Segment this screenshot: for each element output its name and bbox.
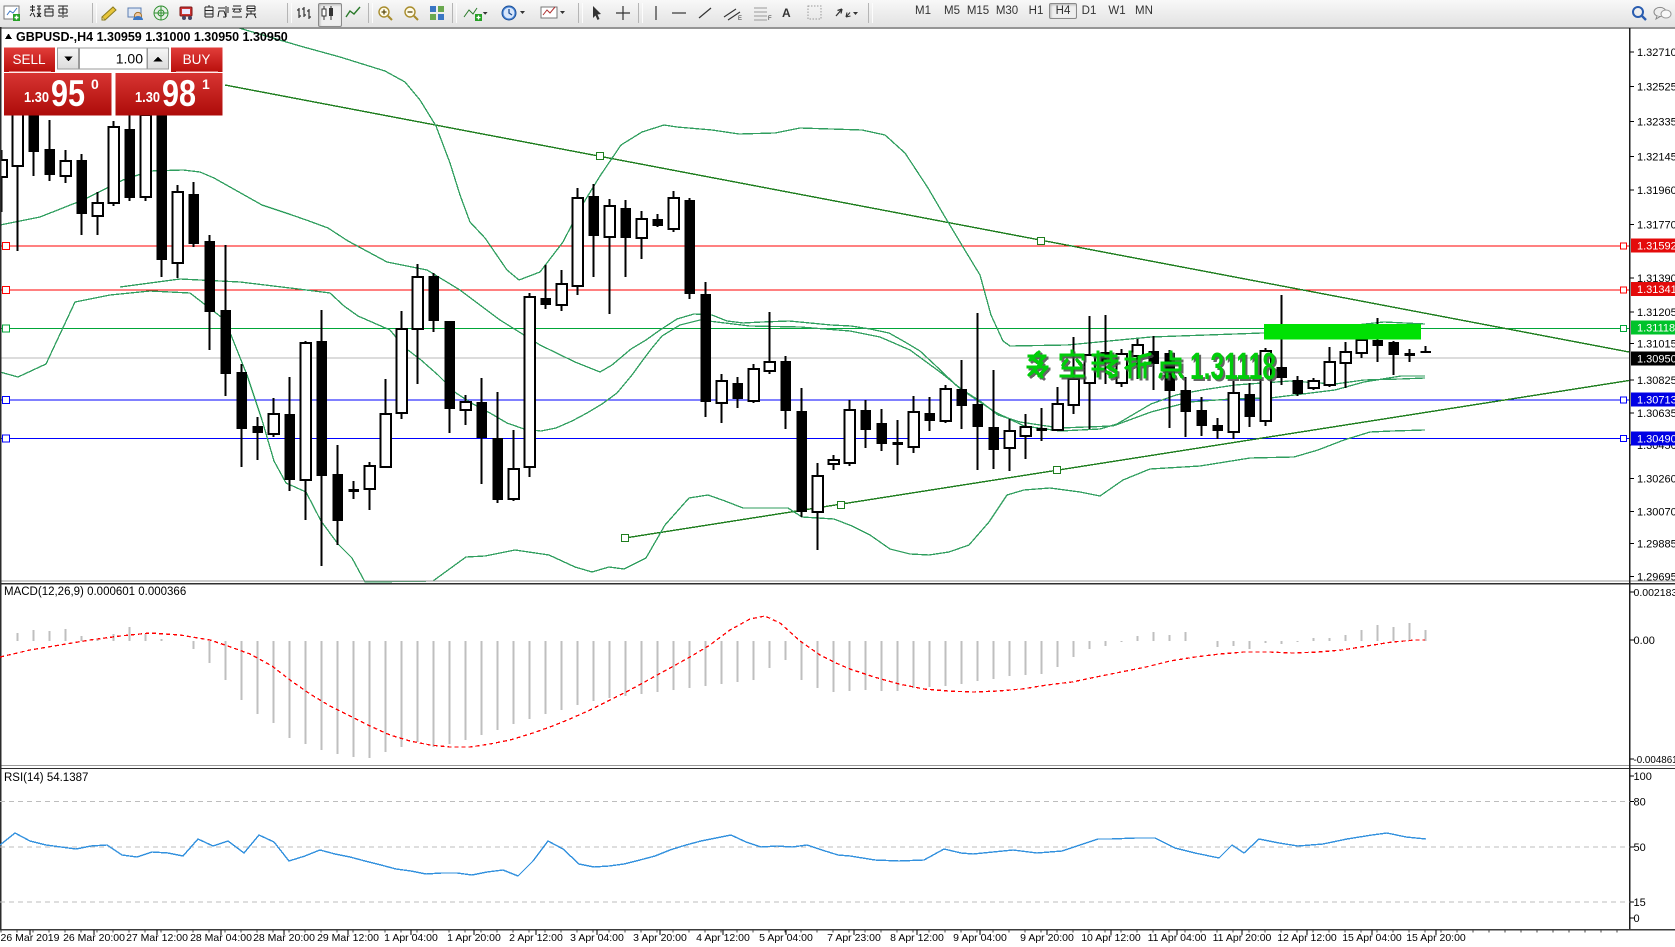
svg-text:1.30713: 1.30713 <box>1637 395 1675 407</box>
svg-text:F: F <box>768 16 772 22</box>
svg-text:1.32335: 1.32335 <box>1637 117 1675 129</box>
svg-text:12 Apr 12:00: 12 Apr 12:00 <box>1277 932 1337 944</box>
svg-text:1 Apr 04:00: 1 Apr 04:00 <box>384 932 438 944</box>
svg-text:1.31118: 1.31118 <box>1190 346 1276 388</box>
svg-text:10 Apr 12:00: 10 Apr 12:00 <box>1081 932 1141 944</box>
svg-text:1.29885: 1.29885 <box>1637 539 1675 551</box>
svg-text:8 Apr 12:00: 8 Apr 12:00 <box>890 932 944 944</box>
svg-text:100: 100 <box>1634 771 1652 783</box>
svg-text:15 Apr 04:00: 15 Apr 04:00 <box>1342 932 1402 944</box>
svg-text:1.32710: 1.32710 <box>1637 47 1675 59</box>
svg-text:1.30: 1.30 <box>24 90 49 106</box>
svg-text:0.00: 0.00 <box>1634 635 1655 647</box>
svg-text:0: 0 <box>1634 913 1640 925</box>
svg-text:E: E <box>738 16 742 22</box>
svg-text:GBPUSD-,H4 1.30959 1.31000 1.: GBPUSD-,H4 1.30959 1.31000 1.30950 1.309… <box>16 30 288 44</box>
svg-text:0: 0 <box>91 76 99 92</box>
svg-text:2 Apr 12:00: 2 Apr 12:00 <box>509 932 563 944</box>
svg-text:1.32145: 1.32145 <box>1637 152 1675 164</box>
svg-text:3 Apr 04:00: 3 Apr 04:00 <box>570 932 624 944</box>
svg-text:9 Apr 20:00: 9 Apr 20:00 <box>1020 932 1074 944</box>
svg-text:15 Apr 20:00: 15 Apr 20:00 <box>1406 932 1466 944</box>
svg-text:11 Apr 20:00: 11 Apr 20:00 <box>1213 932 1272 944</box>
svg-text:1.31118: 1.31118 <box>1192 348 1278 390</box>
svg-text:11 Apr 04:00: 11 Apr 04:00 <box>1148 932 1207 944</box>
svg-text:1.30070: 1.30070 <box>1637 506 1675 518</box>
svg-text:3 Apr 20:00: 3 Apr 20:00 <box>633 932 687 944</box>
svg-text:50: 50 <box>1634 842 1646 854</box>
svg-text:BUY: BUY <box>183 52 211 67</box>
svg-text:27 Mar 12:00: 27 Mar 12:00 <box>126 932 188 944</box>
svg-text:1.31118: 1.31118 <box>1637 323 1675 335</box>
svg-text:1.31770: 1.31770 <box>1637 219 1675 231</box>
svg-text:26 Mar 2019: 26 Mar 2019 <box>1 932 60 944</box>
svg-text:0.002183: 0.002183 <box>1634 587 1675 599</box>
svg-text:26 Mar 20:00: 26 Mar 20:00 <box>63 932 125 944</box>
svg-text:5 Apr 04:00: 5 Apr 04:00 <box>759 932 813 944</box>
svg-text:7 Apr 23:00: 7 Apr 23:00 <box>827 932 881 944</box>
svg-text:1.29695: 1.29695 <box>1637 572 1675 584</box>
svg-text:1: 1 <box>202 76 210 92</box>
svg-text:1 Apr 20:00: 1 Apr 20:00 <box>447 932 501 944</box>
svg-text:1.30825: 1.30825 <box>1637 375 1675 387</box>
svg-text:1.30: 1.30 <box>135 90 160 106</box>
svg-text:98: 98 <box>162 73 196 114</box>
svg-text:RSI(14) 54.1387: RSI(14) 54.1387 <box>4 772 88 784</box>
svg-text:15: 15 <box>1634 897 1646 909</box>
svg-text:MACD(12,26,9) 0.000601 0.00036: MACD(12,26,9) 0.000601 0.000366 <box>4 586 186 598</box>
svg-text:1.32525: 1.32525 <box>1637 82 1675 94</box>
svg-text:28 Mar 20:00: 28 Mar 20:00 <box>253 932 315 944</box>
svg-text:-0.004861: -0.004861 <box>1634 755 1675 766</box>
svg-text:1.31341: 1.31341 <box>1637 284 1675 296</box>
svg-text:1.00: 1.00 <box>116 51 143 67</box>
svg-text:28 Mar 04:00: 28 Mar 04:00 <box>190 932 252 944</box>
svg-text:1.31015: 1.31015 <box>1637 338 1675 350</box>
svg-text:1.31592: 1.31592 <box>1637 241 1675 253</box>
svg-text:1.30950: 1.30950 <box>1637 353 1675 365</box>
svg-text:9 Apr 04:00: 9 Apr 04:00 <box>953 932 1007 944</box>
svg-text:29 Mar 12:00: 29 Mar 12:00 <box>317 932 379 944</box>
svg-text:95: 95 <box>51 73 85 114</box>
svg-text:SELL: SELL <box>12 52 46 67</box>
svg-text:1.30490: 1.30490 <box>1637 433 1675 445</box>
svg-text:1.31960: 1.31960 <box>1637 185 1675 197</box>
svg-text:4 Apr 12:00: 4 Apr 12:00 <box>696 932 750 944</box>
svg-text:80: 80 <box>1634 797 1646 809</box>
svg-text:1.30635: 1.30635 <box>1637 408 1675 420</box>
svg-text:1.31205: 1.31205 <box>1637 307 1675 319</box>
svg-text:1.30260: 1.30260 <box>1637 473 1675 485</box>
